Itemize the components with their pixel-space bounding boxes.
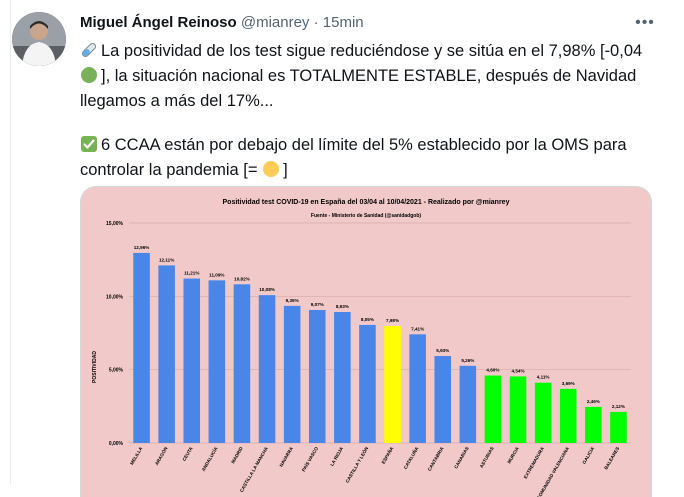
x-tick-label: MADRID — [230, 445, 244, 464]
author-name[interactable]: Miguel Ángel Reinoso — [80, 14, 237, 31]
data-label: 5,93% — [436, 348, 449, 353]
bar — [158, 265, 175, 443]
x-tick-label: MELILLA — [129, 445, 144, 465]
y-tick-label: 0,00% — [109, 441, 124, 447]
timeline-thread-line — [10, 0, 11, 484]
bar — [534, 382, 552, 443]
author-handle[interactable]: @mianrey — [240, 14, 310, 31]
bar — [133, 252, 150, 443]
bar — [258, 295, 276, 443]
x-tick-label: CANARIAS — [453, 446, 469, 470]
data-label: 11,09% — [209, 272, 224, 277]
data-label: 9,35% — [286, 298, 299, 303]
paragraph-1-text-a: La positividad de los test sigue reducié… — [101, 42, 643, 60]
test-tube-icon — [80, 41, 98, 65]
bar — [359, 324, 376, 443]
data-label: 4,60% — [486, 368, 499, 373]
data-label: 3,69% — [562, 381, 575, 386]
x-tick-label: MURCIA — [506, 445, 520, 464]
green-circle-icon — [80, 66, 98, 90]
tweet-paragraph-1: La positividad de los test sigue reducié… — [80, 40, 665, 112]
tweet-text: La positividad de los test sigue reducié… — [80, 40, 665, 206]
y-tick-label: 15,00% — [106, 221, 124, 227]
chart-title: Positividad test COVID-19 en España del … — [223, 199, 510, 206]
paragraph-2-text-a: 6 CCAA están por debajo del límite del 5… — [80, 136, 627, 179]
data-label: 2,12% — [612, 404, 625, 409]
x-tick-label: CEUTA — [182, 445, 194, 461]
x-tick-label: CASTILLA Y LEÓN — [343, 444, 370, 483]
data-label: 8,05% — [361, 317, 374, 322]
data-label: 10,08% — [259, 287, 275, 292]
bar — [585, 406, 602, 443]
data-label: 5,26% — [461, 358, 474, 363]
data-label: 10,82% — [234, 276, 250, 281]
bar — [559, 388, 577, 443]
tweet-header: Miguel Ángel Reinoso @mianrey · 15min — [80, 12, 670, 34]
avatar[interactable] — [12, 12, 66, 66]
x-tick-label: GALICIA — [581, 445, 595, 464]
x-tick-label: ESPAÑA — [380, 445, 395, 465]
x-tick-label: CASTILLA LA MANCHA — [239, 445, 269, 493]
bar — [208, 280, 226, 443]
data-label: 7,98% — [386, 318, 399, 323]
data-label: 4,54% — [512, 368, 525, 373]
x-tick-label: ASTURIAS — [479, 446, 495, 469]
data-label: 9,07% — [311, 302, 324, 307]
data-label: 12,96% — [134, 245, 150, 250]
tweet-time[interactable]: 15min — [322, 14, 364, 31]
x-tick-label: ANDALUCÍA — [199, 444, 219, 472]
bar — [233, 284, 251, 443]
meta-separator: · — [313, 14, 319, 31]
x-tick-label: CANTABRIA — [427, 445, 445, 471]
check-mark-button-icon — [80, 135, 98, 159]
tweet-media-chart[interactable]: Positividad test COVID-19 en España del … — [80, 186, 652, 497]
paragraph-2-text-b: ] — [283, 161, 288, 179]
yellow-circle-icon — [262, 160, 280, 184]
data-label: 2,46% — [587, 399, 600, 404]
bar — [610, 411, 627, 443]
data-label: 11,21% — [184, 271, 199, 276]
x-tick-label: BALEARES — [603, 446, 620, 470]
more-horizontal-icon[interactable]: ••• — [635, 14, 655, 31]
x-tick-label: LA RIOJA — [329, 445, 344, 467]
x-tick-label: ARAGÓN — [152, 444, 169, 466]
y-tick-label: 10,00% — [106, 294, 124, 300]
y-tick-label: 5,00% — [109, 368, 124, 374]
data-label: 8,93% — [336, 304, 349, 309]
x-tick-label: NAVARRA — [279, 445, 295, 467]
data-label: 7,41% — [411, 326, 424, 331]
paragraph-1-text-b: ], la situación nacional es TOTALMENTE E… — [80, 67, 637, 110]
bar — [484, 375, 502, 443]
x-tick-label: PAÍS VASCO — [299, 445, 319, 473]
bar — [308, 309, 326, 443]
x-tick-label: CATALUÑA — [402, 445, 420, 470]
tweet-paragraph-2: 6 CCAA están por debajo del límite del 5… — [80, 134, 665, 184]
y-axis-label: POSITIVIDAD — [92, 351, 98, 383]
x-tick-label: EXTREMADURA — [523, 445, 546, 479]
bar — [409, 334, 426, 443]
bar — [384, 325, 401, 443]
bar — [459, 365, 477, 443]
bar-chart: Positividad test COVID-19 en España del … — [92, 199, 631, 497]
bar — [334, 312, 351, 443]
bar — [283, 305, 301, 443]
data-label: 12,11% — [159, 257, 174, 262]
bar — [434, 356, 452, 443]
bar — [183, 278, 201, 443]
bar — [509, 376, 527, 443]
plot-area: 0,00% 5,00% 10,00% 15,00% 12,96% MELILLA 12,11… — [106, 221, 631, 497]
data-label: 4,11% — [537, 375, 550, 380]
chart-subtitle: Fuente - Ministerio de Sanidad (@sanidad… — [311, 213, 421, 219]
